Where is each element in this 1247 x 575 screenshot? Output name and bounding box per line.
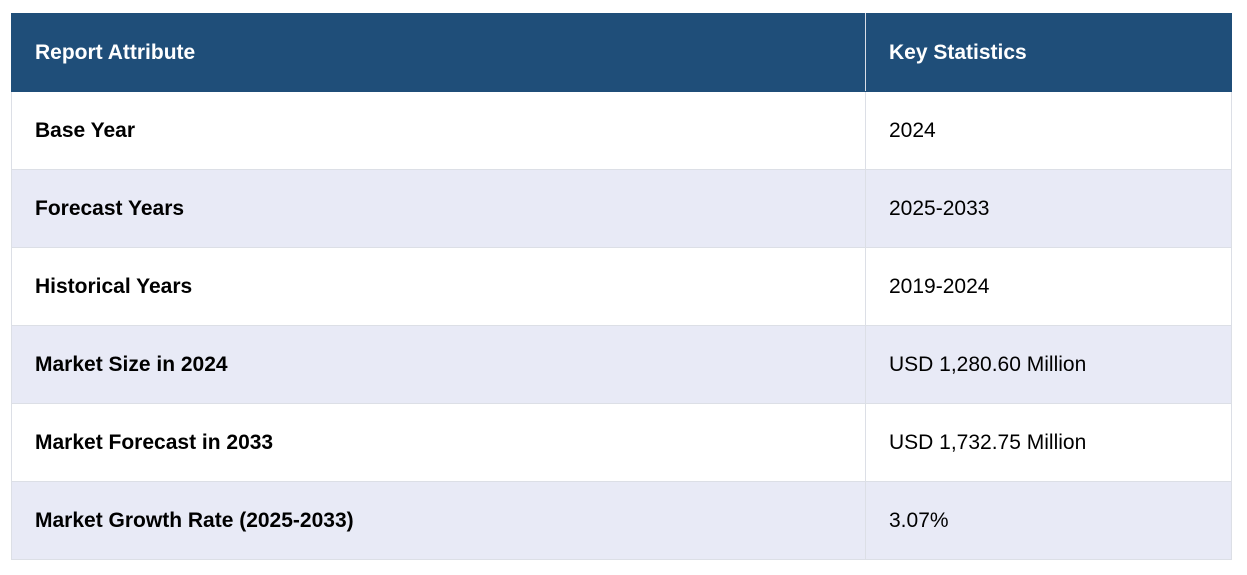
row-attribute-forecast-years: Forecast Years	[11, 169, 866, 248]
row-attribute-market-forecast-2033: Market Forecast in 2033	[11, 403, 866, 482]
row-value-base-year: 2024	[865, 91, 1232, 170]
row-attribute-historical-years: Historical Years	[11, 247, 866, 326]
row-attribute-market-growth-rate: Market Growth Rate (2025-2033)	[11, 481, 866, 560]
row-value-forecast-years: 2025-2033	[865, 169, 1232, 248]
table-row: Base Year 2024	[11, 91, 1232, 170]
report-attributes-table: Report Attribute Key Statistics Base Yea…	[11, 13, 1232, 560]
table-row: Market Growth Rate (2025-2033) 3.07%	[11, 481, 1232, 560]
row-value-market-growth-rate: 3.07%	[865, 481, 1232, 560]
row-value-historical-years: 2019-2024	[865, 247, 1232, 326]
header-key-statistics: Key Statistics	[865, 13, 1232, 92]
table-row: Market Size in 2024 USD 1,280.60 Million	[11, 325, 1232, 404]
row-attribute-base-year: Base Year	[11, 91, 866, 170]
table-header-row: Report Attribute Key Statistics	[11, 13, 1232, 92]
header-report-attribute: Report Attribute	[11, 13, 866, 92]
row-attribute-market-size-2024: Market Size in 2024	[11, 325, 866, 404]
row-value-market-size-2024: USD 1,280.60 Million	[865, 325, 1232, 404]
table-row: Market Forecast in 2033 USD 1,732.75 Mil…	[11, 403, 1232, 482]
row-value-market-forecast-2033: USD 1,732.75 Million	[865, 403, 1232, 482]
table-row: Historical Years 2019-2024	[11, 247, 1232, 326]
table-row: Forecast Years 2025-2033	[11, 169, 1232, 248]
